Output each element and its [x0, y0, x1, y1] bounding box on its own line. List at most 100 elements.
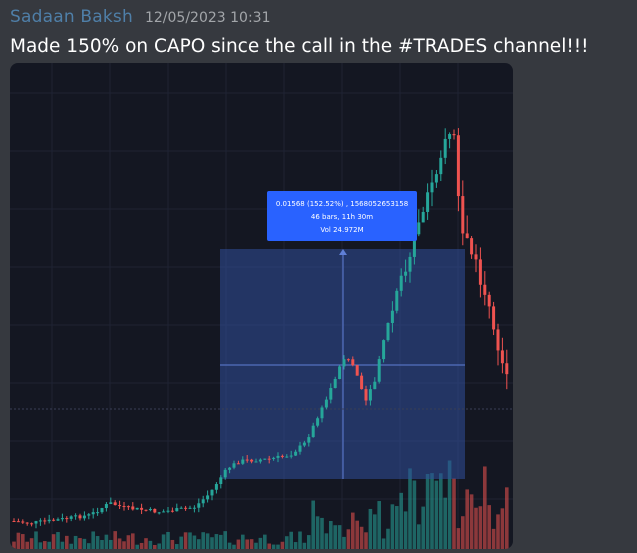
volume-bar — [210, 537, 214, 549]
candle-body — [329, 388, 333, 400]
candle-body — [258, 459, 262, 462]
volume-bar — [126, 535, 131, 549]
volume-bar — [87, 543, 91, 549]
candle-body — [153, 508, 157, 513]
candle-body — [346, 359, 350, 361]
candle-body — [373, 381, 377, 390]
volume-bar — [100, 539, 104, 549]
candle-body — [368, 389, 372, 401]
volume-bar — [144, 538, 148, 549]
candle-body — [122, 506, 126, 508]
volume-bar — [109, 539, 113, 549]
volume-bar — [135, 544, 139, 549]
volume-bar — [285, 536, 289, 549]
candle-body — [302, 442, 306, 446]
volume-bar — [34, 531, 38, 549]
candle-body — [188, 507, 192, 509]
volume-bar — [337, 525, 342, 549]
volume-bar — [236, 539, 241, 549]
candle-body — [439, 157, 443, 175]
volume-bar — [183, 532, 188, 549]
candle-body — [175, 508, 179, 512]
candle-body — [360, 375, 364, 390]
measure-tooltip: 0.01568 (152.52%) , 1568052653158 46 bar… — [267, 191, 417, 241]
volume-bar — [117, 538, 122, 549]
volume-bar — [122, 541, 126, 549]
candle-body — [25, 522, 29, 524]
candle-body — [214, 484, 218, 490]
candle-body — [351, 359, 355, 366]
candle-body — [52, 519, 56, 521]
volume-bar — [320, 517, 324, 549]
volume-bar — [223, 531, 227, 549]
volume-bar — [359, 526, 364, 549]
volume-bar — [258, 537, 263, 549]
candle-body — [487, 294, 491, 307]
candle-body — [263, 458, 267, 460]
volume-bar — [333, 525, 337, 549]
volume-bar — [113, 531, 117, 549]
volume-bar — [434, 480, 439, 549]
candle-body — [118, 505, 122, 507]
candle-body — [289, 455, 293, 457]
candle-body — [316, 418, 320, 426]
candle-body — [232, 463, 236, 468]
author-name[interactable]: Sadaan Baksh — [10, 7, 133, 27]
volume-bar — [478, 506, 483, 549]
volume-bar — [179, 536, 183, 549]
chart-image-attachment[interactable]: 0.01568 (152.52%) , 1568052653158 46 bar… — [10, 63, 513, 549]
volume-bar — [219, 534, 223, 549]
volume-bar — [293, 542, 298, 549]
volume-bar — [412, 480, 417, 549]
volume-bar — [56, 532, 60, 549]
volume-bar — [342, 536, 346, 549]
candle-body — [82, 515, 86, 519]
candle-body — [338, 366, 342, 379]
candle-body — [355, 365, 359, 376]
candle-body — [417, 222, 421, 235]
candle-body — [140, 507, 144, 510]
candle-body — [87, 514, 91, 516]
candle-body — [324, 399, 328, 408]
volume-bar — [276, 544, 280, 549]
candle-body — [197, 503, 201, 508]
volume-bar — [307, 535, 311, 549]
volume-bar — [175, 544, 179, 549]
volume-bar — [289, 531, 293, 549]
volume-bar — [456, 528, 461, 549]
volume-bar — [139, 542, 144, 549]
candle-body — [276, 455, 280, 458]
candle-body — [12, 521, 16, 522]
candle-body — [408, 256, 412, 272]
candle-body — [333, 378, 337, 389]
candle-body — [474, 254, 478, 260]
volume-bar — [161, 534, 166, 549]
volume-bar — [390, 504, 395, 549]
candle-body — [443, 138, 447, 158]
candle-body — [377, 359, 381, 382]
volume-bar — [21, 534, 25, 549]
candle-body — [500, 350, 504, 364]
candle-body — [390, 310, 394, 323]
volume-bar — [386, 528, 390, 549]
candle-body — [267, 458, 271, 460]
candle-body — [210, 489, 214, 496]
volume-bar — [245, 539, 249, 549]
candle-body — [452, 134, 456, 136]
volume-bar — [271, 544, 276, 549]
candle-body — [192, 507, 196, 509]
candle-body — [496, 329, 500, 351]
measure-arrow-icon — [339, 249, 347, 255]
volume-bar — [351, 512, 355, 549]
volume-bar — [505, 487, 509, 549]
message-header: Sadaan Baksh 12/05/2023 10:31 — [10, 7, 270, 27]
candle-body — [56, 519, 60, 521]
candle-body — [294, 451, 298, 456]
candle-body — [109, 502, 113, 505]
candle-body — [236, 463, 240, 465]
candle-body — [170, 510, 174, 512]
volume-bar — [355, 520, 359, 549]
tooltip-line-1: 0.01568 (152.52%) , 1568052653158 — [276, 200, 408, 208]
candle-body — [342, 359, 346, 367]
